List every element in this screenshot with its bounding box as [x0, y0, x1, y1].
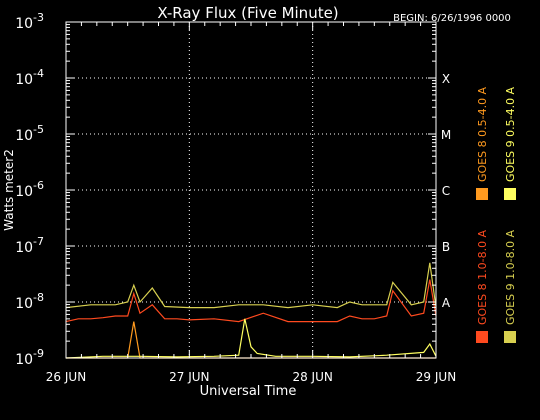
legend-swatch	[504, 188, 516, 200]
flare-class-label: A	[442, 296, 451, 310]
x-tick-label: 29 JUN	[416, 370, 456, 384]
flare-class-label: C	[442, 184, 450, 198]
begin-date-label: BEGIN: 6/26/1996 0000	[393, 13, 511, 24]
series-line	[65, 279, 437, 323]
x-tick-label: 27 JUN	[169, 370, 209, 384]
legend-entry-label: GOES 9 0.5-4.0 A	[504, 86, 517, 182]
legend-swatch	[504, 331, 516, 343]
legend-entry-label: GOES 8 1.0-8.0 A	[476, 229, 489, 325]
flare-class-label: X	[442, 72, 450, 86]
gridlines	[66, 22, 436, 358]
legend-swatch	[476, 188, 488, 200]
x-tick-label: 26 JUN	[46, 370, 86, 384]
x-tick-label: 28 JUN	[292, 370, 332, 384]
y-axis-label: Watts meter2	[2, 149, 16, 231]
legend-entry-label: GOES 8 0.5-4.0 A	[476, 86, 489, 182]
x-axis-label: Universal Time	[200, 384, 297, 399]
series-line	[65, 262, 437, 309]
flare-class-label: M	[441, 128, 451, 142]
flare-class-label: B	[442, 240, 450, 254]
legend-entry-label: GOES 9 1.0-8.0 A	[504, 229, 517, 325]
legend-swatch	[476, 331, 488, 343]
chart-title: X-Ray Flux (Five Minute)	[157, 4, 338, 22]
legend: GOES 8 1.0-8.0 A GOES 8 0.5-4.0 A GOES 9 1…	[476, 86, 517, 343]
